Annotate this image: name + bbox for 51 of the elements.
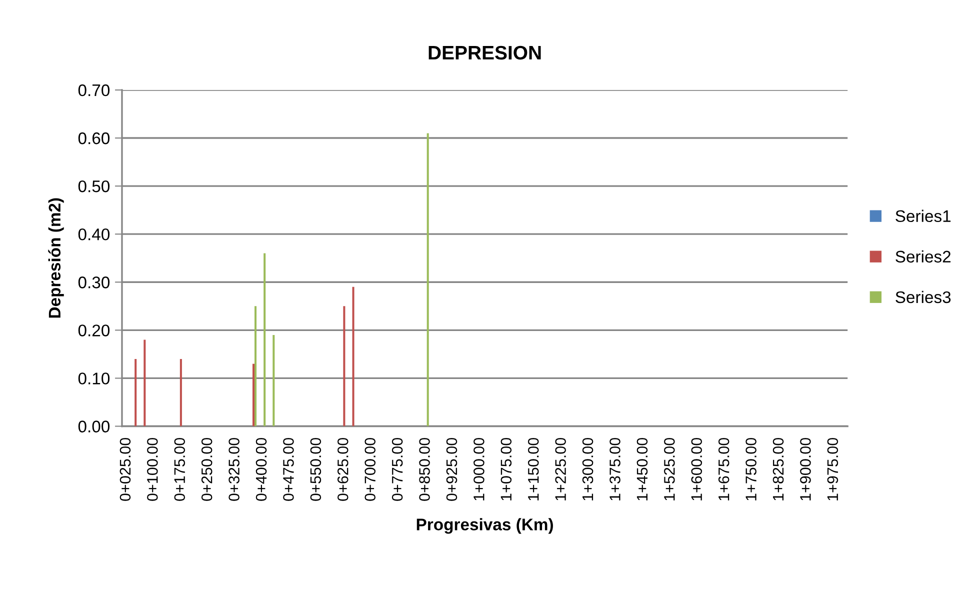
- x-tick-label: 1+525.00: [664, 438, 675, 500]
- bar: [343, 306, 346, 426]
- bar: [254, 306, 257, 426]
- bar: [264, 253, 266, 426]
- y-tick-label: 0.50: [78, 180, 110, 192]
- bar: [252, 364, 255, 426]
- x-tick-label: 1+300.00: [582, 438, 594, 500]
- bar: [426, 133, 429, 426]
- legend-label: Series3: [896, 290, 951, 304]
- x-tick-label: 0+100.00: [147, 438, 158, 501]
- y-tick-label: 0.20: [78, 324, 110, 336]
- bar: [272, 334, 275, 426]
- x-tick-label: 1+900.00: [800, 438, 811, 500]
- x-tick-label: 0+925.00: [446, 438, 458, 501]
- x-tick-label: 0+325.00: [228, 438, 240, 501]
- x-tick-label: 1+750.00: [746, 438, 756, 500]
- x-tick-label: 0+400.00: [256, 438, 267, 501]
- x-tick-label: 0+700.00: [364, 438, 376, 501]
- x-tick-label: 1+075.00: [500, 438, 512, 500]
- x-tick-label: 1+375.00: [610, 438, 620, 500]
- x-tick-label: 0+550.00: [310, 438, 322, 501]
- y-tick-label: 0.00: [78, 420, 110, 432]
- x-tick-label: 1+150.00: [528, 438, 539, 500]
- y-axis-title: Depresión (m2): [48, 198, 64, 318]
- x-tick-label: 0+025.00: [120, 438, 131, 501]
- y-tick-label: 0.70: [78, 84, 110, 96]
- x-tick-label: 0+250.00: [201, 438, 212, 501]
- y-tick-label: 0.30: [78, 276, 110, 288]
- legend-label: Series1: [896, 210, 951, 222]
- x-tick-label: 0+775.00: [392, 438, 403, 501]
- chart-title: DEPRESION: [428, 46, 541, 60]
- bar: [352, 286, 354, 426]
- y-tick-label: 0.60: [78, 132, 110, 144]
- x-tick-label: 0+175.00: [174, 438, 186, 501]
- x-tick-label: 1+675.00: [718, 438, 730, 500]
- x-tick-label: 0+850.00: [419, 438, 430, 501]
- bar: [134, 358, 137, 426]
- x-axis-title: Progresivas (Km): [416, 518, 553, 534]
- x-tick-label: 0+625.00: [337, 438, 348, 501]
- x-tick-label: 1+600.00: [691, 438, 702, 500]
- x-tick-label: 1+825.00: [772, 438, 784, 500]
- y-tick-label: 0.10: [78, 372, 110, 384]
- x-tick-label: 1+975.00: [827, 438, 838, 500]
- x-tick-label: 1+225.00: [555, 438, 566, 500]
- x-tick-label: 1+450.00: [636, 438, 648, 500]
- y-tick-label: 0.40: [78, 228, 110, 240]
- bar: [144, 340, 146, 426]
- bar: [180, 358, 182, 426]
- legend-label: Series2: [896, 250, 951, 263]
- x-tick-label: 1+000.00: [474, 438, 484, 500]
- x-tick-label: 0+475.00: [283, 438, 294, 501]
